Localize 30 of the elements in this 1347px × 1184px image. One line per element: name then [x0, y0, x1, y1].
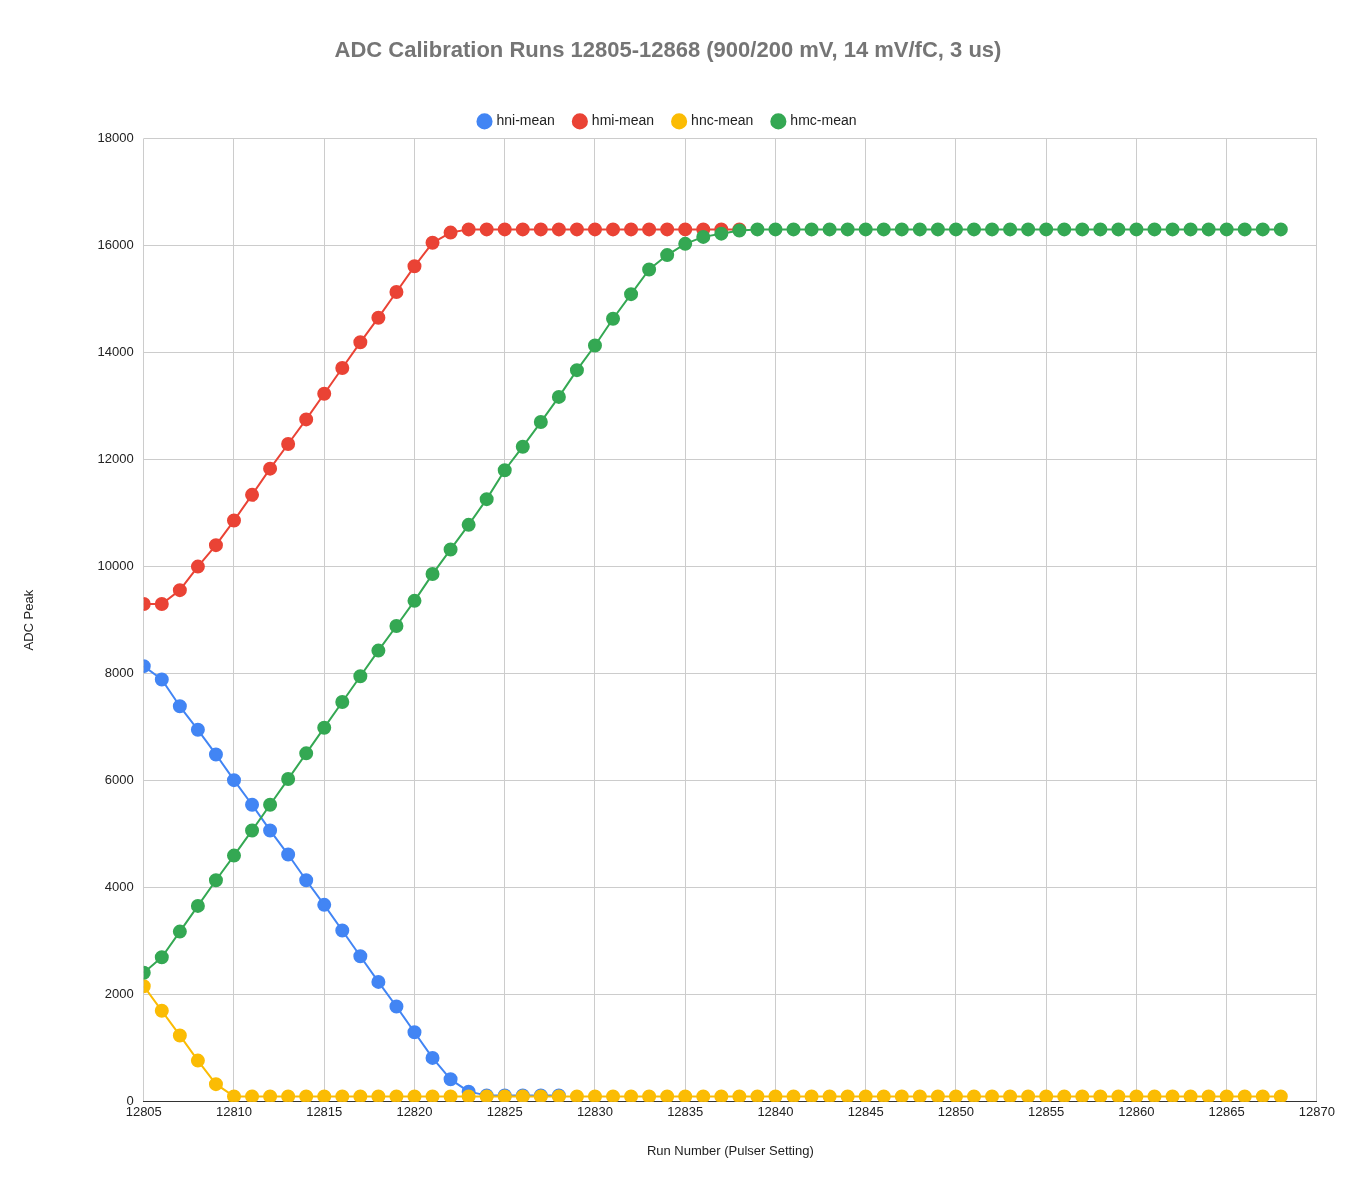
y-tick-label: 18000: [97, 129, 134, 145]
legend-label: hnc-mean: [691, 112, 754, 129]
y-tick-label: 8000: [104, 665, 134, 681]
y-tick-label: 14000: [97, 344, 134, 360]
y-tick-label: 6000: [104, 772, 134, 788]
x-tick-label: 12860: [1118, 1104, 1155, 1120]
x-tick-label: 12850: [937, 1104, 975, 1120]
x-tick-label: 12855: [1028, 1104, 1065, 1120]
x-tick-label: 12815: [306, 1104, 343, 1120]
x-tick-label: 12825: [486, 1104, 523, 1120]
x-axis-title: Run Number (Pulser Setting): [646, 1142, 814, 1158]
y-tick-label: 4000: [104, 879, 134, 895]
x-tick-label: 12835: [667, 1104, 704, 1120]
x-tick-label: 12865: [1208, 1104, 1245, 1120]
x-tick-label: 12845: [847, 1104, 884, 1120]
y-tick-label: 10000: [97, 558, 134, 574]
y-tick-label: 16000: [97, 237, 134, 253]
legend-label: hni-mean: [496, 112, 555, 129]
chart-title: ADC Calibration Runs 12805-12868 (900/200 mV, 14 mV/fC, 3 us): [334, 37, 1002, 63]
legend-label: hmi-mean: [591, 112, 655, 129]
y-axis-title: ADC Peak: [21, 589, 37, 651]
y-tick-label: 2000: [104, 986, 134, 1002]
x-tick-label: 12830: [576, 1104, 614, 1120]
x-tick-label: 12870: [1298, 1104, 1335, 1120]
x-tick-label: 12840: [757, 1104, 794, 1120]
legend-label: hmc-mean: [790, 112, 857, 129]
x-tick-label: 12805: [125, 1104, 162, 1120]
x-tick-label: 12810: [215, 1104, 253, 1120]
x-tick-label: 12820: [396, 1104, 433, 1120]
y-tick-label: 12000: [97, 451, 134, 467]
